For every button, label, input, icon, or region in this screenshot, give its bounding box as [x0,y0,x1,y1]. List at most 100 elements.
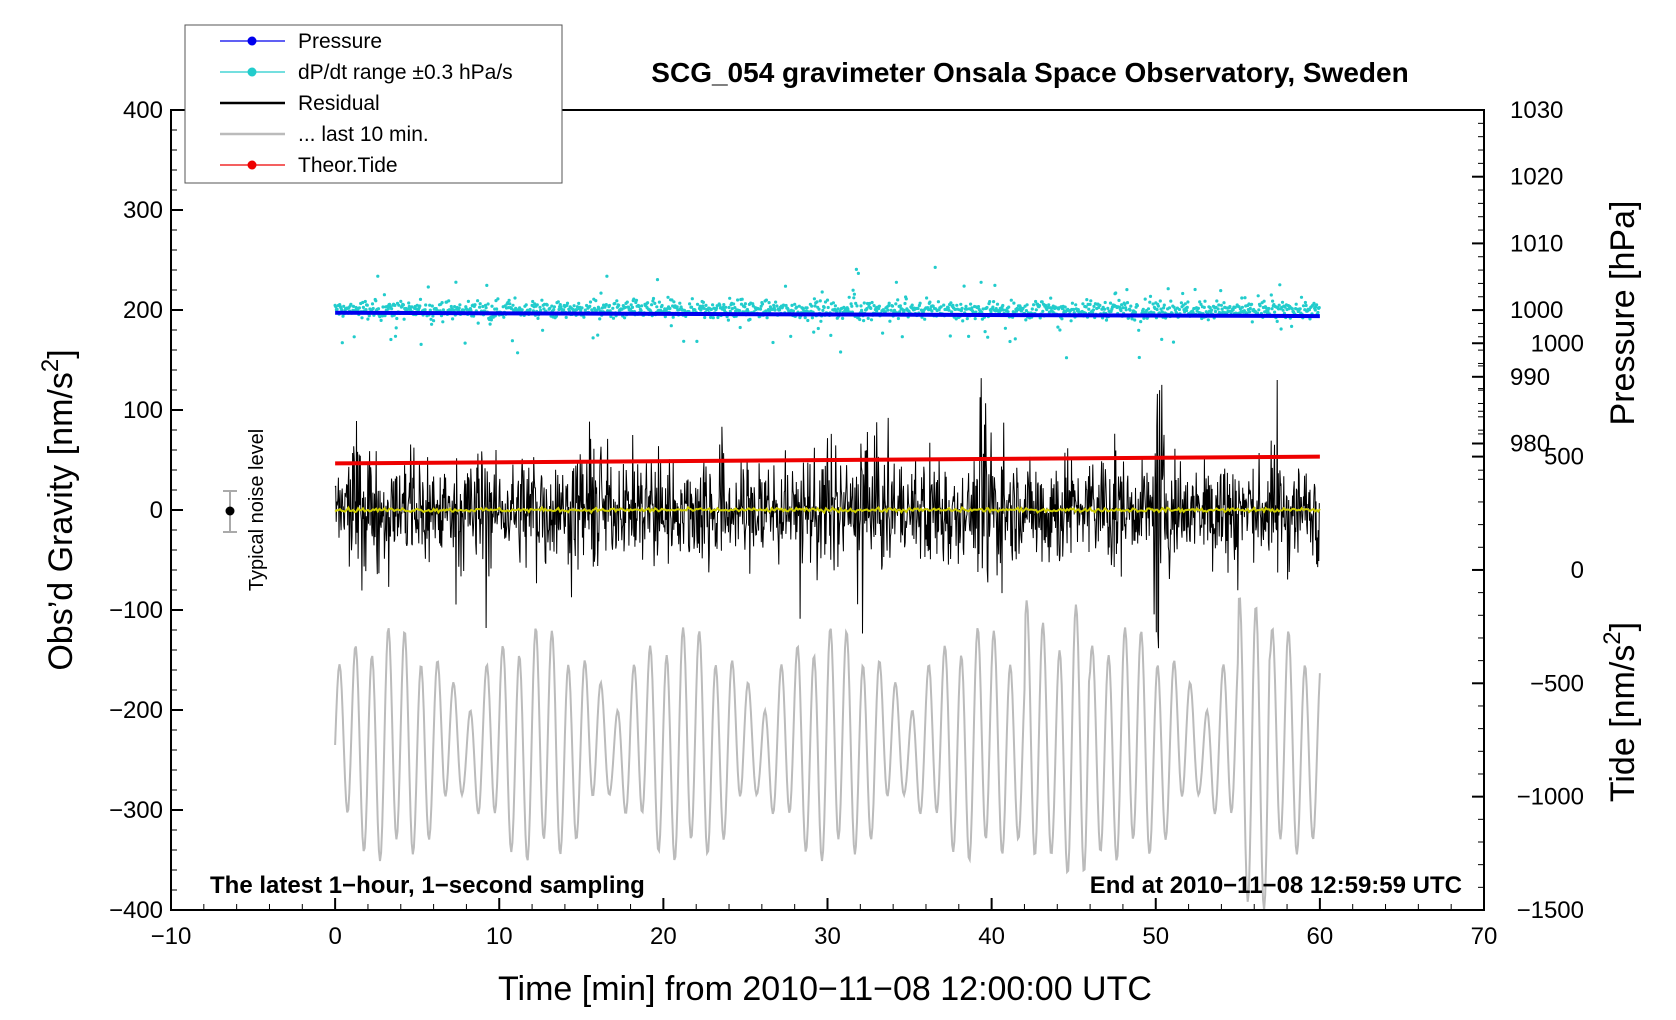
dpdt-point [1001,303,1005,308]
dpdt-point [1191,311,1195,315]
dpdt-point [557,307,561,312]
dpdt-point [453,305,457,309]
tide-line [335,454,1320,466]
dpdt-point [1148,300,1152,304]
dpdt-point [702,306,706,310]
dpdt-point [591,336,595,340]
dpdt-point [1133,318,1137,322]
tide-tick-label: 500 [1544,444,1584,471]
dpdt-point [606,309,610,313]
y-tick-label: −200 [109,697,163,724]
dpdt-point [486,302,490,306]
dpdt-point [820,290,824,294]
dpdt-point [711,303,715,307]
dpdt-point [393,334,398,338]
dpdt-point [558,303,562,307]
legend-item: Residual [220,92,380,115]
dpdt-point [815,300,819,304]
dpdt-point [930,309,934,313]
dpdt-point [531,299,535,304]
dpdt-point [418,304,422,308]
dpdt-point [986,335,990,339]
dpdt-point [887,304,891,308]
dpdt-point [1030,307,1034,311]
dpdt-point [1121,306,1125,310]
dpdt-point [1056,325,1060,329]
dpdt-point [565,301,570,305]
dpdt-point [627,305,631,309]
series-residual [334,378,1321,649]
dpdt-point [476,299,480,303]
series-theor-tide [335,454,1320,466]
dpdt-point [611,306,615,310]
dpdt-point [1001,308,1006,312]
dpdt-point [896,298,900,302]
dpdt-point [575,308,579,312]
residual-smoothed-line [334,505,1321,515]
dpdt-point [1070,301,1074,305]
dpdt-point [783,284,788,288]
dpdt-point [1162,303,1166,307]
y-axis-label-tide: Tide [nm/s2] [1599,622,1642,802]
dpdt-point [699,306,704,311]
dpdt-point [1047,303,1051,307]
dpdt-point [672,300,676,304]
dpdt-point [1179,301,1183,305]
pressure-tick-label: 980 [1510,431,1550,458]
dpdt-point [839,350,843,354]
dpdt-point [545,303,549,307]
dpdt-point [1143,297,1147,301]
dpdt-point [1125,288,1129,292]
dpdt-point [1125,301,1130,305]
dpdt-point [1240,305,1244,309]
dpdt-point [693,308,697,312]
dpdt-point [1025,303,1029,307]
dpdt-point [1269,293,1273,297]
dpdt-point [1146,307,1151,311]
dpdt-point [1129,304,1133,308]
dpdt-point [1102,307,1107,311]
dpdt-point [655,278,660,282]
dpdt-point [812,297,817,301]
dpdt-point [736,298,740,302]
dpdt-point [431,314,435,318]
dpdt-point [841,316,845,320]
dpdt-point [611,316,616,320]
dpdt-point [1242,309,1246,313]
dpdt-point [395,316,399,321]
dpdt-point [399,299,403,303]
legend-label: dP/dt range ±0.3 hPa/s [298,61,513,84]
dpdt-point [726,318,731,322]
dpdt-point [520,308,524,312]
y-tick-label: 200 [123,297,163,324]
dpdt-point [1216,307,1220,311]
dpdt-point [1137,328,1141,332]
dpdt-point [542,307,546,311]
dpdt-point [831,301,836,305]
dpdt-point [575,305,580,309]
dpdt-point [858,317,862,322]
dpdt-point [476,321,480,325]
dpdt-point [818,299,822,303]
dpdt-point [394,326,398,330]
dpdt-point [507,298,511,302]
dpdt-point [599,291,603,295]
dpdt-point [703,315,707,320]
dpdt-point [760,302,765,306]
residual-line [334,378,1320,649]
dpdt-point [1137,355,1141,360]
legend: Pressure dP/dt range ±0.3 hPa/s Residual..… [184,24,563,184]
legend-label: Residual [298,92,380,115]
dpdt-point [594,299,598,303]
dpdt-point [655,305,659,309]
dpdt-point [669,324,673,328]
dpdt-point [1043,303,1048,307]
y-tick-label: 300 [123,197,163,224]
dpdt-point [1281,308,1285,312]
dpdt-point [704,303,708,307]
dpdt-point [1219,289,1223,293]
dpdt-point [883,310,887,314]
dpdt-point [1290,324,1294,328]
dpdt-point [1085,298,1089,302]
x-tick-label: 20 [650,923,677,950]
